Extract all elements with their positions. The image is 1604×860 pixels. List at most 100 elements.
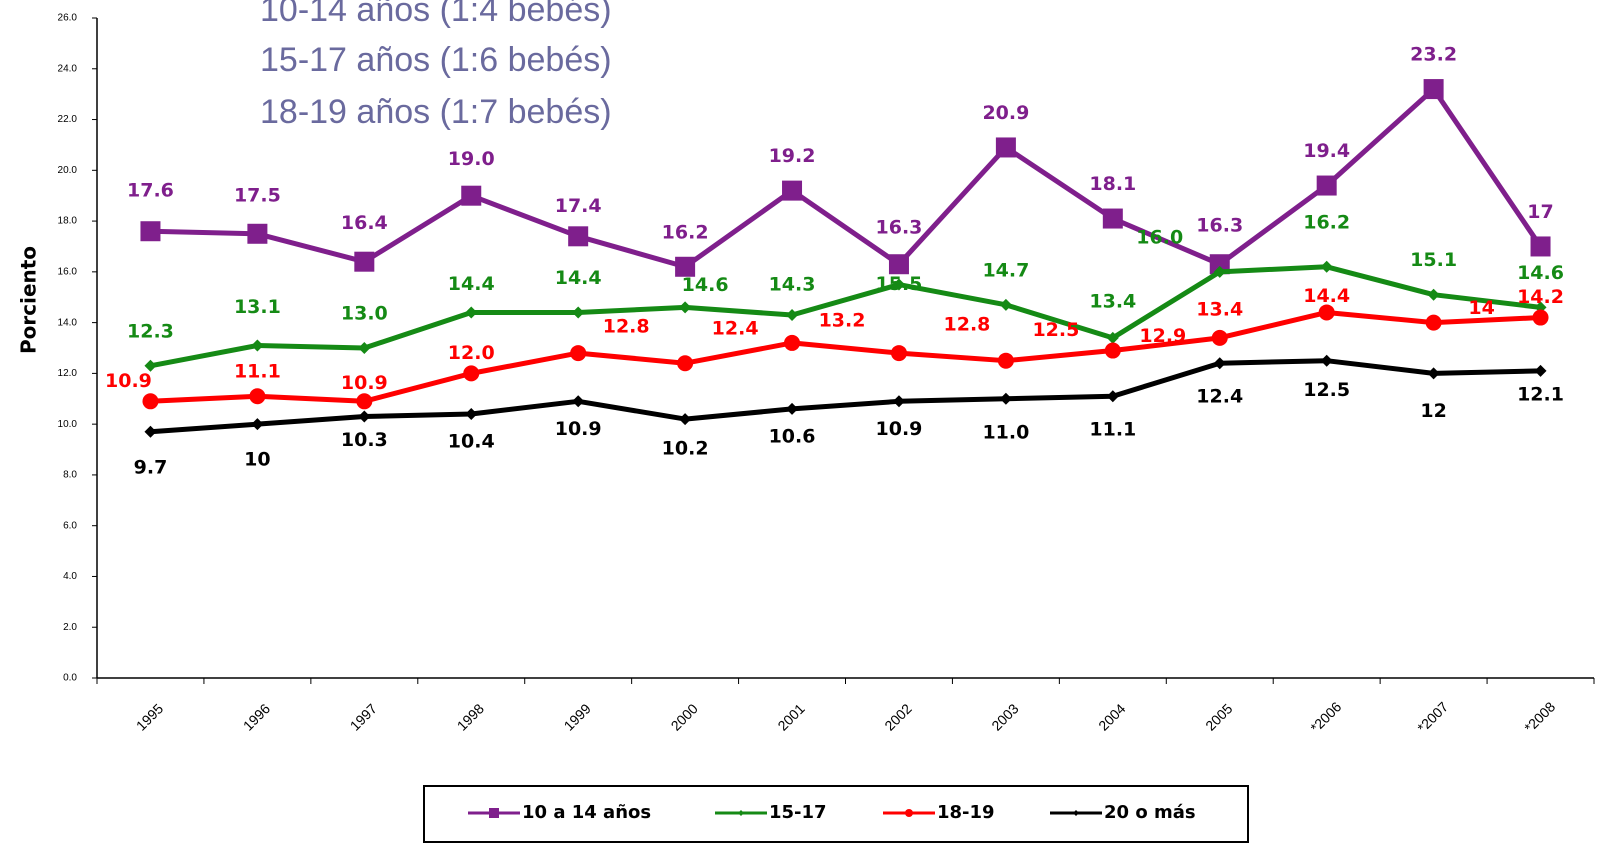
point xyxy=(356,393,373,410)
point xyxy=(1427,367,1440,380)
data-label: 13.0 xyxy=(341,303,388,325)
data-label: 17 xyxy=(1527,201,1553,223)
point xyxy=(888,254,909,275)
point xyxy=(461,185,482,206)
data-label: 14.7 xyxy=(982,259,1029,281)
x-tick-label: 1996 xyxy=(240,700,273,733)
point xyxy=(675,256,696,277)
data-label: 14.2 xyxy=(1517,286,1564,308)
point xyxy=(782,180,803,201)
data-label: 14.3 xyxy=(769,274,816,296)
y-tick-label: 22.0 xyxy=(58,114,78,125)
y-tick-label: 10.0 xyxy=(58,419,78,430)
point xyxy=(572,395,585,408)
data-label: 13.2 xyxy=(819,309,866,331)
y-tick-label: 0.0 xyxy=(63,673,77,684)
point xyxy=(784,334,801,351)
x-tick-label: *2007 xyxy=(1414,698,1451,735)
data-label: 16.2 xyxy=(662,221,709,243)
data-label: 10.9 xyxy=(876,418,923,440)
data-label: 17.5 xyxy=(234,184,281,206)
point xyxy=(251,418,264,431)
data-label: 13.4 xyxy=(1196,298,1243,320)
data-label: 16.3 xyxy=(1196,215,1243,237)
point xyxy=(1213,265,1226,278)
data-label: 23.2 xyxy=(1410,44,1457,66)
legend-label: 18-19 xyxy=(937,802,995,823)
point xyxy=(1320,354,1333,367)
point xyxy=(465,306,478,319)
data-label: 16.2 xyxy=(1303,211,1350,233)
y-tick-label: 8.0 xyxy=(63,470,77,481)
data-label: 13.1 xyxy=(234,296,281,318)
data-label: 15.1 xyxy=(1410,249,1457,271)
point xyxy=(1316,175,1337,196)
legend-marker xyxy=(738,810,744,816)
data-label: 10 xyxy=(244,449,270,471)
point xyxy=(1532,309,1549,326)
point xyxy=(1211,329,1228,346)
series-line xyxy=(149,264,1541,369)
x-tick-label: 2005 xyxy=(1202,700,1235,733)
data-label: 12.5 xyxy=(1303,379,1350,401)
x-tick-label: 2000 xyxy=(668,700,701,733)
data-label: 12.8 xyxy=(944,314,991,336)
data-label: 12.0 xyxy=(448,342,495,364)
annotation: 10-14 años (1:4 bebés) xyxy=(260,0,612,29)
point xyxy=(892,395,905,408)
point xyxy=(144,425,157,438)
y-tick-label: 6.0 xyxy=(63,520,77,531)
point xyxy=(1425,314,1442,331)
y-tick-label: 4.0 xyxy=(63,571,77,582)
point xyxy=(570,345,587,362)
point xyxy=(1102,208,1123,229)
point xyxy=(892,278,905,291)
point xyxy=(140,221,161,242)
data-label: 14.4 xyxy=(448,273,495,295)
data-label: 12 xyxy=(1420,400,1446,422)
data-label: 18.1 xyxy=(1089,173,1136,195)
data-label: 10.9 xyxy=(555,418,602,440)
data-label: 12.5 xyxy=(1032,319,1079,341)
data-label: 14.4 xyxy=(555,267,602,289)
data-label: 19.4 xyxy=(1303,140,1350,162)
data-label: 15.5 xyxy=(876,273,923,295)
data-label: 20.9 xyxy=(982,102,1029,124)
data-label: 19.2 xyxy=(769,145,816,167)
data-label: 12.1 xyxy=(1517,383,1564,405)
x-tick-label: 1997 xyxy=(347,700,380,733)
data-label: 12.4 xyxy=(1196,386,1243,408)
x-tick-label: 1999 xyxy=(561,700,594,733)
point xyxy=(249,388,266,405)
data-label: 11.1 xyxy=(1089,419,1136,441)
point xyxy=(142,393,159,410)
data-label: 10.9 xyxy=(341,372,388,394)
data-label: 10.9 xyxy=(105,370,152,392)
point xyxy=(247,223,268,244)
legend-marker xyxy=(1073,810,1079,816)
y-tick-label: 16.0 xyxy=(58,266,78,277)
series-line xyxy=(150,358,1541,435)
legend-label: 10 a 14 años xyxy=(522,802,651,823)
point xyxy=(890,345,907,362)
point xyxy=(997,352,1014,369)
point xyxy=(1530,236,1551,257)
point xyxy=(568,226,589,247)
data-label: 14.6 xyxy=(682,274,729,296)
y-tick-label: 26.0 xyxy=(58,13,78,24)
data-label: 10.6 xyxy=(769,425,816,447)
point xyxy=(251,339,264,352)
point xyxy=(1534,364,1547,377)
legend-marker xyxy=(905,809,913,817)
data-label: 17.6 xyxy=(127,180,174,202)
point xyxy=(679,301,692,314)
point xyxy=(999,392,1012,405)
point xyxy=(999,298,1012,311)
data-label: 10.3 xyxy=(341,429,388,451)
series-line xyxy=(150,309,1541,404)
y-axis-label: Porciento xyxy=(17,246,41,354)
x-tick-label: 2004 xyxy=(1095,700,1128,733)
data-label: 19.0 xyxy=(448,148,495,170)
point xyxy=(465,408,478,420)
